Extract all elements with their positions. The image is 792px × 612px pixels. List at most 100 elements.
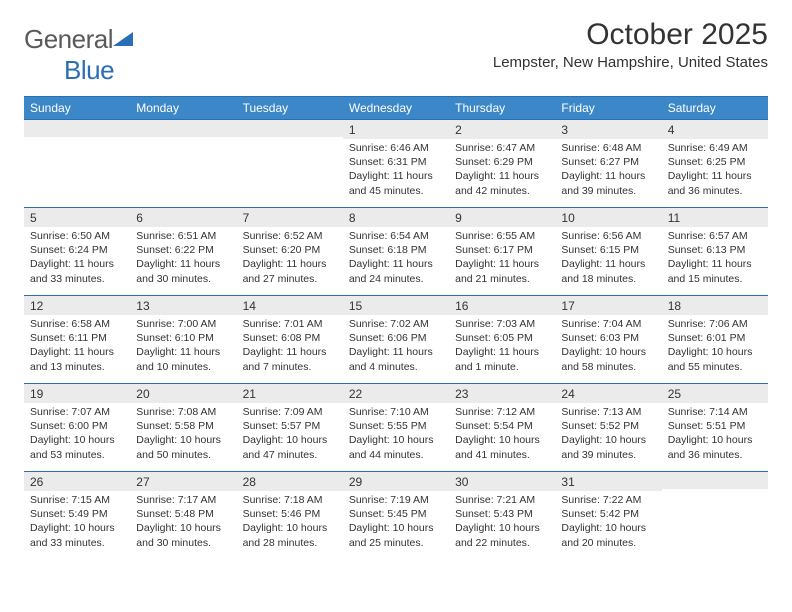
day-line-sr: Sunrise: 6:46 AM <box>349 141 443 155</box>
day-line-sr: Sunrise: 7:21 AM <box>455 493 549 507</box>
calendar-day-cell: 22Sunrise: 7:10 AMSunset: 5:55 PMDayligh… <box>343 384 449 472</box>
day-details: Sunrise: 7:07 AMSunset: 6:00 PMDaylight:… <box>24 403 130 466</box>
day-line-d2: and 41 minutes. <box>455 448 549 462</box>
calendar-day-cell: 18Sunrise: 7:06 AMSunset: 6:01 PMDayligh… <box>662 296 768 384</box>
day-line-d1: Daylight: 11 hours <box>136 345 230 359</box>
day-details: Sunrise: 6:55 AMSunset: 6:17 PMDaylight:… <box>449 227 555 290</box>
day-details: Sunrise: 6:52 AMSunset: 6:20 PMDaylight:… <box>237 227 343 290</box>
day-line-ss: Sunset: 6:06 PM <box>349 331 443 345</box>
calendar-day-cell: 5Sunrise: 6:50 AMSunset: 6:24 PMDaylight… <box>24 208 130 296</box>
day-line-d1: Daylight: 11 hours <box>668 257 762 271</box>
day-number: 19 <box>24 384 130 403</box>
day-line-d1: Daylight: 11 hours <box>455 345 549 359</box>
day-line-ss: Sunset: 5:57 PM <box>243 419 337 433</box>
calendar-week-row: 5Sunrise: 6:50 AMSunset: 6:24 PMDaylight… <box>24 208 768 296</box>
day-line-d2: and 42 minutes. <box>455 184 549 198</box>
day-line-d1: Daylight: 10 hours <box>455 433 549 447</box>
weekday-header: Wednesday <box>343 97 449 120</box>
day-line-d2: and 30 minutes. <box>136 272 230 286</box>
day-line-ss: Sunset: 6:08 PM <box>243 331 337 345</box>
day-line-sr: Sunrise: 7:22 AM <box>561 493 655 507</box>
day-number: 18 <box>662 296 768 315</box>
day-line-d2: and 58 minutes. <box>561 360 655 374</box>
day-details <box>237 137 343 143</box>
day-details: Sunrise: 7:09 AMSunset: 5:57 PMDaylight:… <box>237 403 343 466</box>
day-number <box>24 120 130 137</box>
day-line-d2: and 7 minutes. <box>243 360 337 374</box>
day-number: 6 <box>130 208 236 227</box>
day-details <box>24 137 130 143</box>
day-line-d1: Daylight: 11 hours <box>349 257 443 271</box>
day-number: 21 <box>237 384 343 403</box>
location-label: Lempster, New Hampshire, United States <box>493 54 768 71</box>
day-line-d1: Daylight: 11 hours <box>30 257 124 271</box>
calendar-day-cell: 1Sunrise: 6:46 AMSunset: 6:31 PMDaylight… <box>343 120 449 208</box>
calendar-day-cell: 26Sunrise: 7:15 AMSunset: 5:49 PMDayligh… <box>24 472 130 560</box>
day-line-d2: and 28 minutes. <box>243 536 337 550</box>
day-details: Sunrise: 7:12 AMSunset: 5:54 PMDaylight:… <box>449 403 555 466</box>
weekday-header: Friday <box>555 97 661 120</box>
calendar-day-cell: 24Sunrise: 7:13 AMSunset: 5:52 PMDayligh… <box>555 384 661 472</box>
day-line-sr: Sunrise: 7:15 AM <box>30 493 124 507</box>
day-line-d1: Daylight: 10 hours <box>561 345 655 359</box>
day-details: Sunrise: 7:18 AMSunset: 5:46 PMDaylight:… <box>237 491 343 554</box>
day-details: Sunrise: 6:46 AMSunset: 6:31 PMDaylight:… <box>343 139 449 202</box>
day-line-sr: Sunrise: 7:09 AM <box>243 405 337 419</box>
day-line-ss: Sunset: 6:20 PM <box>243 243 337 257</box>
day-line-sr: Sunrise: 6:50 AM <box>30 229 124 243</box>
day-number: 17 <box>555 296 661 315</box>
day-details: Sunrise: 7:03 AMSunset: 6:05 PMDaylight:… <box>449 315 555 378</box>
day-details: Sunrise: 6:48 AMSunset: 6:27 PMDaylight:… <box>555 139 661 202</box>
calendar-day-cell: 9Sunrise: 6:55 AMSunset: 6:17 PMDaylight… <box>449 208 555 296</box>
day-number <box>662 472 768 489</box>
calendar-day-cell: 21Sunrise: 7:09 AMSunset: 5:57 PMDayligh… <box>237 384 343 472</box>
day-line-sr: Sunrise: 6:54 AM <box>349 229 443 243</box>
calendar-day-cell: 13Sunrise: 7:00 AMSunset: 6:10 PMDayligh… <box>130 296 236 384</box>
day-line-d1: Daylight: 10 hours <box>561 521 655 535</box>
day-line-d2: and 47 minutes. <box>243 448 337 462</box>
day-line-d1: Daylight: 11 hours <box>30 345 124 359</box>
calendar-day-cell: 31Sunrise: 7:22 AMSunset: 5:42 PMDayligh… <box>555 472 661 560</box>
calendar-day-cell: 19Sunrise: 7:07 AMSunset: 6:00 PMDayligh… <box>24 384 130 472</box>
day-line-d2: and 25 minutes. <box>349 536 443 550</box>
day-line-ss: Sunset: 6:17 PM <box>455 243 549 257</box>
calendar-day-cell: 10Sunrise: 6:56 AMSunset: 6:15 PMDayligh… <box>555 208 661 296</box>
day-details: Sunrise: 7:22 AMSunset: 5:42 PMDaylight:… <box>555 491 661 554</box>
calendar-day-cell: 30Sunrise: 7:21 AMSunset: 5:43 PMDayligh… <box>449 472 555 560</box>
day-line-ss: Sunset: 6:18 PM <box>349 243 443 257</box>
calendar-day-cell: 11Sunrise: 6:57 AMSunset: 6:13 PMDayligh… <box>662 208 768 296</box>
day-line-d1: Daylight: 11 hours <box>349 169 443 183</box>
day-details: Sunrise: 6:49 AMSunset: 6:25 PMDaylight:… <box>662 139 768 202</box>
day-line-sr: Sunrise: 6:51 AM <box>136 229 230 243</box>
weekday-header: Tuesday <box>237 97 343 120</box>
day-number: 29 <box>343 472 449 491</box>
day-number: 24 <box>555 384 661 403</box>
day-number: 2 <box>449 120 555 139</box>
title-block: October 2025 Lempster, New Hampshire, Un… <box>493 18 768 71</box>
day-line-sr: Sunrise: 7:00 AM <box>136 317 230 331</box>
day-details <box>130 137 236 143</box>
day-details: Sunrise: 7:00 AMSunset: 6:10 PMDaylight:… <box>130 315 236 378</box>
day-line-d2: and 1 minute. <box>455 360 549 374</box>
weekday-header-row: SundayMondayTuesdayWednesdayThursdayFrid… <box>24 97 768 120</box>
day-line-ss: Sunset: 6:13 PM <box>668 243 762 257</box>
day-line-sr: Sunrise: 6:58 AM <box>30 317 124 331</box>
calendar-day-cell: 14Sunrise: 7:01 AMSunset: 6:08 PMDayligh… <box>237 296 343 384</box>
day-line-d2: and 36 minutes. <box>668 184 762 198</box>
day-line-sr: Sunrise: 6:47 AM <box>455 141 549 155</box>
day-details: Sunrise: 6:50 AMSunset: 6:24 PMDaylight:… <box>24 227 130 290</box>
day-line-d2: and 39 minutes. <box>561 184 655 198</box>
day-line-sr: Sunrise: 6:57 AM <box>668 229 762 243</box>
day-line-ss: Sunset: 6:03 PM <box>561 331 655 345</box>
day-details: Sunrise: 7:19 AMSunset: 5:45 PMDaylight:… <box>343 491 449 554</box>
day-details <box>662 489 768 495</box>
day-line-d1: Daylight: 11 hours <box>668 169 762 183</box>
calendar-day-cell: 28Sunrise: 7:18 AMSunset: 5:46 PMDayligh… <box>237 472 343 560</box>
day-line-d2: and 33 minutes. <box>30 536 124 550</box>
calendar-day-cell: 6Sunrise: 6:51 AMSunset: 6:22 PMDaylight… <box>130 208 236 296</box>
day-number: 9 <box>449 208 555 227</box>
day-details: Sunrise: 6:51 AMSunset: 6:22 PMDaylight:… <box>130 227 236 290</box>
day-line-sr: Sunrise: 6:56 AM <box>561 229 655 243</box>
calendar-day-cell: 23Sunrise: 7:12 AMSunset: 5:54 PMDayligh… <box>449 384 555 472</box>
day-line-sr: Sunrise: 7:14 AM <box>668 405 762 419</box>
